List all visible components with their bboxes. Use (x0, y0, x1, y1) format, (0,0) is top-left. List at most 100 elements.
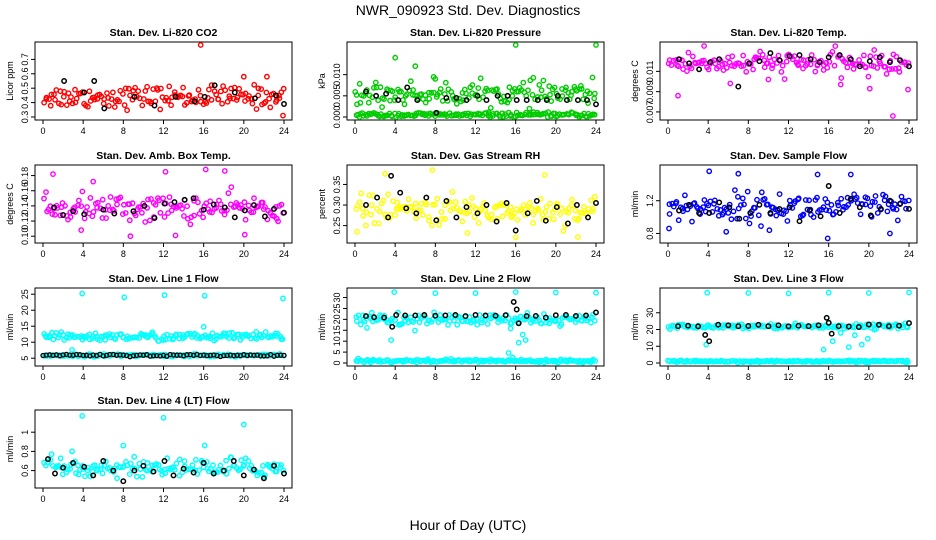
data-point (203, 459, 210, 465)
data-point (138, 209, 145, 216)
data-point (381, 96, 387, 103)
data-point (184, 330, 191, 337)
x-tick-label: 20 (551, 372, 561, 382)
data-point (255, 92, 262, 99)
reference-point (81, 89, 88, 96)
data-point (829, 48, 836, 55)
data-point (262, 99, 269, 105)
data-point (823, 59, 830, 66)
reference-point (101, 105, 108, 112)
x-tick-label: 0 (665, 126, 670, 136)
data-point (475, 220, 482, 226)
panel-title: Stan. Dev. Line 4 (LT) Flow (97, 395, 230, 407)
outlier-point (887, 230, 893, 237)
reference-point (877, 205, 884, 212)
panel-10: Stan. Dev. Line 4 (LT) Flow 0 4 8 12 16 20 24 0.… (5, 395, 293, 504)
data-point (375, 316, 381, 323)
outlier-point (200, 323, 207, 330)
data-point (226, 465, 232, 472)
data-point (262, 472, 268, 478)
data-point (487, 105, 494, 111)
data-point (176, 456, 183, 463)
data-point (586, 90, 593, 97)
reference-point (421, 312, 428, 318)
y-tick-label: 10 (20, 337, 30, 347)
data-point (119, 211, 126, 218)
reference-point (443, 197, 450, 204)
x-tick-label: 0 (665, 372, 670, 382)
data-point (181, 458, 188, 465)
x-axis-title: Hour of Day (UTC) (409, 517, 527, 533)
data-point (814, 194, 820, 201)
data-point (905, 60, 912, 66)
outlier-point (824, 235, 831, 242)
data-point (368, 211, 374, 218)
data-point (91, 96, 98, 103)
data-point (376, 208, 383, 215)
x-tick-label: 16 (199, 494, 209, 504)
reference-point (80, 352, 86, 359)
reference-point (886, 197, 893, 204)
data-point (107, 194, 114, 200)
data-point (472, 205, 479, 212)
data-point (413, 215, 420, 222)
reference-point (502, 312, 509, 319)
data-point (845, 201, 851, 208)
data-point (689, 218, 695, 225)
reference-point (725, 322, 732, 329)
outlier-point (464, 230, 471, 236)
data-point (454, 321, 461, 328)
data-point (484, 321, 491, 327)
outlier-point (851, 332, 858, 339)
data-point (377, 84, 384, 91)
reference-point (876, 54, 883, 61)
data-point (85, 103, 91, 110)
data-point (591, 111, 598, 118)
y-tick-label: 0.12 (20, 212, 30, 230)
y-axis-label: kPa (317, 73, 327, 89)
reference-point (513, 97, 520, 104)
data-point (514, 217, 521, 223)
data-point (69, 100, 76, 107)
data-point (542, 209, 549, 215)
reference-point (572, 312, 579, 319)
reference-point (897, 57, 903, 64)
y-tick-label: 5 (332, 350, 342, 355)
reference-point (534, 97, 541, 104)
data-point (550, 216, 557, 223)
data-point (399, 320, 405, 327)
outlier-point (79, 412, 86, 419)
data-point (52, 211, 58, 218)
reference-point (281, 470, 287, 477)
data-point (589, 208, 596, 215)
data-point (807, 61, 814, 68)
reference-point (875, 321, 882, 328)
data-point (234, 94, 241, 101)
x-tick-label: 12 (158, 249, 168, 259)
data-point (442, 215, 448, 222)
data-point (111, 207, 117, 214)
reference-point (385, 214, 392, 221)
x-tick-label: 8 (121, 126, 126, 136)
data-point (718, 357, 725, 364)
data-point (746, 220, 753, 227)
data-point (886, 66, 893, 73)
outlier-point (201, 292, 208, 299)
reference-point (815, 322, 822, 329)
reference-point (513, 306, 520, 313)
data-point (811, 56, 817, 63)
data-point (387, 97, 393, 104)
reference-point (542, 217, 549, 224)
reference-point (503, 200, 510, 206)
data-point (498, 98, 505, 105)
data-point (187, 221, 194, 228)
data-point (267, 104, 274, 111)
outlier-point (509, 354, 516, 361)
data-point (420, 96, 426, 103)
x-tick-label: 0 (352, 249, 357, 259)
data-point (410, 319, 417, 325)
reference-point (131, 467, 138, 474)
outlier-point (412, 63, 419, 70)
data-point (356, 199, 363, 206)
data-point (60, 93, 67, 100)
